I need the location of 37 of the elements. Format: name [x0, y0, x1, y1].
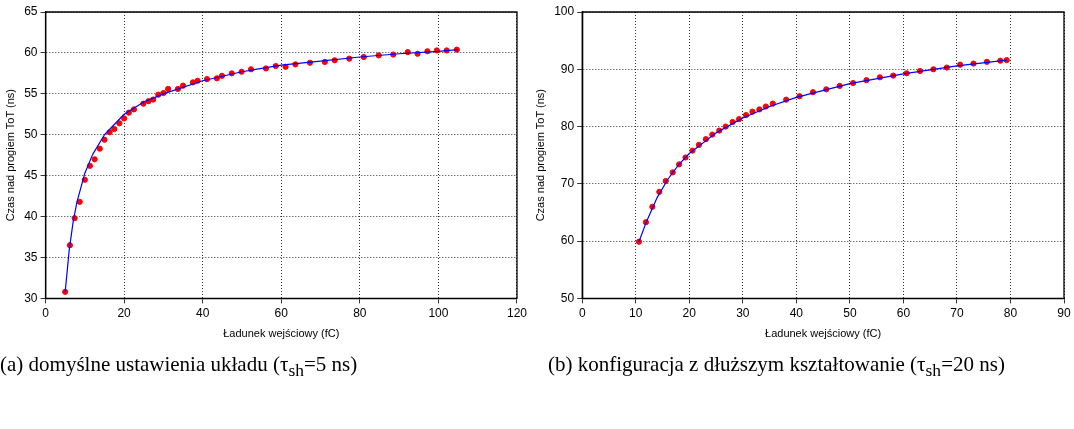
x-axis-title: Ładunek wejściowy (fC) [223, 327, 340, 340]
x-tick-label: 100 [428, 305, 449, 320]
y-tick-label: 50 [560, 290, 575, 305]
y-tick-label: 70 [560, 176, 575, 191]
y-tick-label: 60 [560, 233, 575, 248]
x-tick-label: 60 [896, 305, 911, 320]
x-tick-label: 60 [274, 305, 289, 320]
y-tick-label: 55 [24, 86, 38, 101]
x-tick-label: 80 [1003, 305, 1018, 320]
x-tick-label: 40 [196, 305, 210, 320]
x-tick-label: 10 [629, 305, 643, 320]
x-tick-label: 0 [42, 305, 50, 320]
x-tick-label: 30 [736, 305, 750, 320]
x-tick-label: 20 [682, 305, 697, 320]
x-tick-label: 80 [353, 305, 367, 320]
x-tick-label: 40 [789, 305, 804, 320]
x-tick-label: 90 [1057, 305, 1071, 320]
text: (b) konfiguracja z dłuższym kształtowanie (τ$_{sh}$=20 ns) [548, 351, 1006, 383]
x-tick-label: 120 [506, 305, 528, 320]
x-tick-label: 50 [843, 305, 857, 320]
text: (a) domyślne ustawienia układu (τ$_{sh}$=5 ns) [0, 351, 359, 383]
y-tick-label: 40 [24, 208, 38, 223]
y-tick-label: 35 [24, 249, 38, 264]
x-tick-label: 20 [117, 305, 132, 320]
y-tick-label: 90 [560, 61, 575, 76]
y-tick-label: 80 [560, 118, 575, 133]
y-tick-label: 65 [24, 4, 38, 19]
y-axis-title: Czas nad progiem ToT (ns) [533, 89, 546, 222]
y-tick-label: 100 [554, 4, 575, 19]
x-tick-label: 70 [950, 305, 964, 320]
y-axis-title: Czas nad progiem ToT (ns) [3, 89, 16, 222]
y-tick-label: 60 [24, 45, 38, 60]
x-axis-title: Ładunek wejściowy (fC) [765, 327, 882, 340]
x-tick-label: 0 [578, 305, 586, 320]
y-tick-label: 45 [24, 167, 38, 182]
y-tick-label: 30 [24, 290, 38, 305]
y-tick-label: 50 [24, 127, 38, 142]
